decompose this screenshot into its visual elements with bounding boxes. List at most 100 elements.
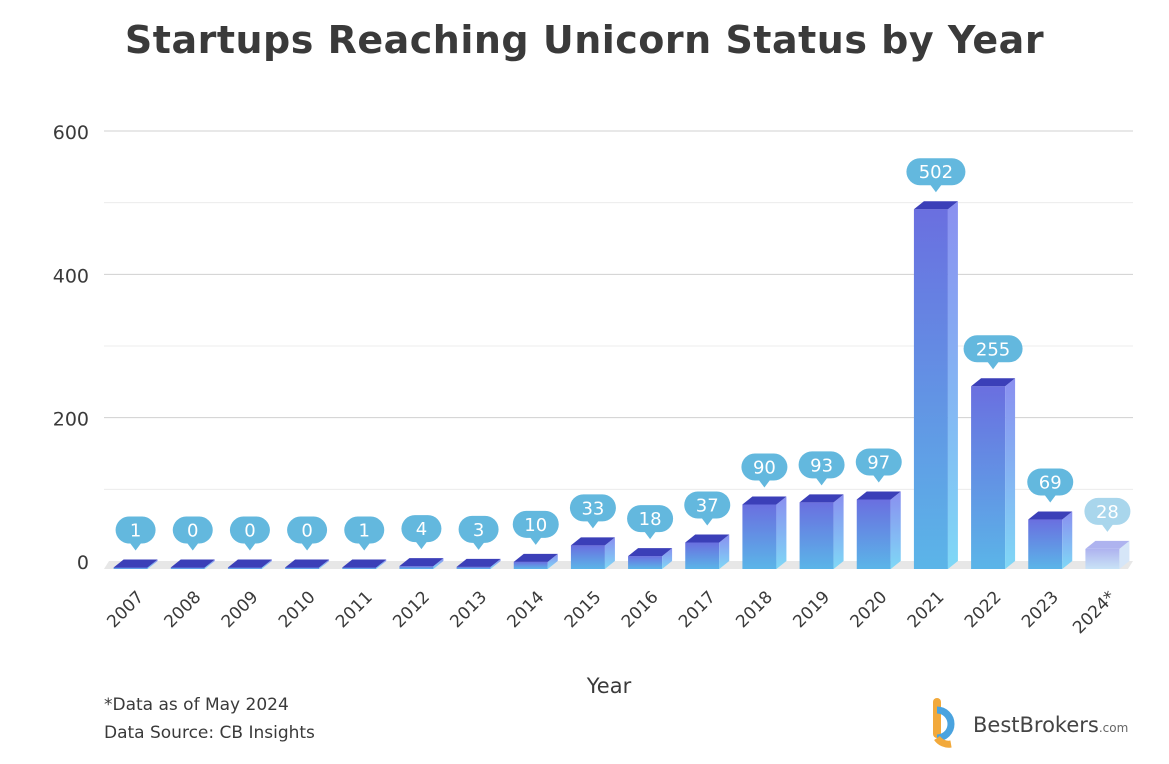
bar-front xyxy=(1085,548,1120,569)
data-label-bubble xyxy=(1027,468,1074,496)
data-label-text: 4 xyxy=(416,519,427,540)
data-source: Data Source: CB Insights xyxy=(104,723,315,743)
bar-2016 xyxy=(628,548,673,569)
data-label-bubble xyxy=(512,510,559,538)
bestbrokers-logo: BestBrokers.com xyxy=(930,698,1150,748)
x-tick-label: 2021 xyxy=(904,587,949,632)
data-label-bubble xyxy=(684,491,731,519)
bar-side xyxy=(376,559,387,569)
data-label-2017: 37 xyxy=(684,491,731,526)
data-label-bubble xyxy=(741,453,788,481)
bar-top xyxy=(570,537,615,546)
bar-top xyxy=(971,378,1016,387)
bar-top xyxy=(456,558,501,567)
bar-side xyxy=(261,559,272,569)
bar-2020 xyxy=(856,491,901,569)
data-label-pointer xyxy=(644,531,657,540)
data-label-bubble xyxy=(115,516,156,544)
data-label-text: 18 xyxy=(639,509,662,530)
data-label-bubble xyxy=(1084,497,1131,525)
bar-front xyxy=(799,502,834,569)
x-tick-label: 2012 xyxy=(389,587,434,632)
y-tick-label: 600 xyxy=(53,122,89,144)
bar-side xyxy=(433,558,444,569)
bar-side xyxy=(1062,511,1073,569)
bar-top xyxy=(227,559,272,568)
data-label-2021: 502 xyxy=(906,158,966,193)
bar-front xyxy=(685,542,720,569)
bar-front xyxy=(285,567,320,569)
x-tick-label: 2022 xyxy=(961,587,1006,632)
bar-2014 xyxy=(513,553,558,569)
bar-2008 xyxy=(170,559,215,569)
bar-2015 xyxy=(570,537,615,569)
data-label-pointer xyxy=(472,541,485,550)
bar-front xyxy=(742,504,777,569)
x-tick-label: 2020 xyxy=(847,587,892,632)
data-label-bubble xyxy=(458,515,499,543)
bar-side xyxy=(147,559,158,569)
data-label-text: 37 xyxy=(696,495,719,516)
x-tick-label: 2011 xyxy=(332,587,377,632)
x-tick-label: 2015 xyxy=(561,587,606,632)
bar-top xyxy=(685,534,730,543)
data-label-pointer xyxy=(186,542,199,551)
bar-side xyxy=(662,548,673,569)
y-tick-label: 0 xyxy=(77,552,89,574)
bar-front xyxy=(342,567,377,569)
bar-2021 xyxy=(913,201,958,569)
data-label-bubble xyxy=(627,505,674,533)
data-label-2010: 0 xyxy=(287,516,328,551)
bestbrokers-logo-icon xyxy=(933,698,955,748)
bar-top xyxy=(799,494,844,503)
data-label-text: 69 xyxy=(1039,473,1062,494)
data-label-pointer xyxy=(586,520,599,529)
bar-side xyxy=(890,491,901,569)
bar-2018 xyxy=(742,496,787,569)
bar-top xyxy=(913,201,958,210)
data-label-text: 93 xyxy=(810,455,833,476)
x-tick-label: 2009 xyxy=(218,587,263,632)
bar-side xyxy=(1005,378,1016,569)
data-label-pointer xyxy=(758,479,771,488)
data-label-bubble xyxy=(172,516,213,544)
bar-side xyxy=(1119,540,1130,569)
x-tick-label: 2008 xyxy=(161,587,206,632)
bar-front xyxy=(513,561,548,569)
data-label-2022: 255 xyxy=(963,335,1023,370)
bar-side xyxy=(319,559,330,569)
bars xyxy=(113,201,1130,569)
bar-top xyxy=(399,558,444,567)
bar-front xyxy=(227,567,262,569)
bar-top xyxy=(113,559,158,568)
logo-suffix: .com xyxy=(1098,721,1129,735)
data-label-pointer xyxy=(301,542,314,551)
bar-front xyxy=(570,545,605,569)
bar-2024 xyxy=(1085,540,1130,569)
data-label-text: 3 xyxy=(473,520,484,541)
x-axis-label: Year xyxy=(586,674,632,698)
data-label-2013: 3 xyxy=(458,515,499,550)
x-tick-label: 2007 xyxy=(103,587,148,632)
x-tick-label: 2017 xyxy=(675,587,720,632)
data-label-pointer xyxy=(1044,494,1057,503)
x-tick-label: 2013 xyxy=(446,587,491,632)
bar-2010 xyxy=(285,559,330,569)
gridlines xyxy=(104,130,1133,490)
bar-front xyxy=(399,566,434,569)
bar-front xyxy=(856,499,891,569)
data-label-bubble xyxy=(401,515,442,543)
bar-top xyxy=(856,491,901,500)
data-label-text: 97 xyxy=(867,452,890,473)
data-label-pointer xyxy=(701,517,714,526)
x-tick-label: 2014 xyxy=(504,587,549,632)
bar-front xyxy=(913,209,948,569)
bar-top xyxy=(742,496,787,505)
data-label-text: 1 xyxy=(359,521,370,542)
data-label-pointer xyxy=(929,184,942,193)
bar-top xyxy=(1085,540,1130,549)
data-label-text: 90 xyxy=(753,458,776,479)
x-tick-label: 2023 xyxy=(1018,587,1063,632)
x-tick-label: 2010 xyxy=(275,587,320,632)
